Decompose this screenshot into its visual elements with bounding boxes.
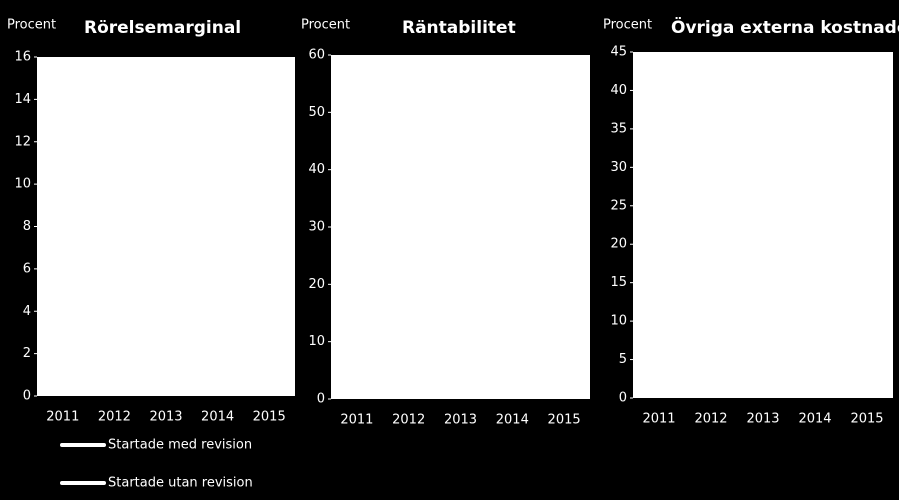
y-tick-label: 25 [610,198,627,213]
y-tick-label: 10 [308,334,325,349]
y-tick-label: 30 [610,160,627,175]
y-tick-label: 5 [619,352,627,367]
y-tick-label: 40 [308,162,325,177]
plot-area [633,52,893,398]
x-tick-label: 2011 [340,413,373,428]
y-tick-label: 15 [610,275,627,290]
plot-area [37,57,295,396]
y-tick-label: 20 [610,237,627,252]
x-tick-label: 2011 [642,412,675,427]
y-tick-label: 40 [610,83,627,98]
chart-title: Övriga externa kostnader [671,16,899,38]
y-tick-label: 0 [23,389,31,404]
y-tick-label: 14 [14,92,31,107]
chart-title: Rörelsemarginal [84,18,241,38]
x-tick-label: 2013 [444,413,477,428]
y-tick-label: 12 [14,134,31,149]
y-tick-label: 35 [610,121,627,136]
plot-area [331,55,590,399]
y-tick-label: 2 [23,346,31,361]
x-tick-label: 2015 [850,412,883,427]
x-tick-label: 2014 [201,410,234,425]
x-tick-label: 2013 [746,412,779,427]
x-tick-label: 2011 [46,410,79,425]
y-axis-label: Procent [7,18,56,33]
y-tick-label: 0 [317,392,325,407]
y-tick-label: 20 [308,277,325,292]
y-tick-label: 16 [14,50,31,65]
y-tick-label: 10 [14,177,31,192]
x-tick-label: 2013 [149,410,182,425]
x-tick-label: 2014 [798,412,831,427]
x-tick-label: 2012 [98,410,131,425]
y-tick-label: 30 [308,220,325,235]
y-tick-label: 50 [308,105,325,120]
y-tick-label: 45 [610,45,627,60]
y-axis-label: Procent [301,18,350,33]
x-tick-label: 2014 [496,413,529,428]
y-tick-label: 6 [23,261,31,276]
y-tick-label: 60 [308,48,325,63]
y-tick-label: 4 [23,304,31,319]
legend-label: Startade med revision [108,438,252,453]
y-axis-label: Procent [603,18,652,33]
x-tick-label: 2012 [694,412,727,427]
x-tick-label: 2015 [253,410,286,425]
y-tick-label: 10 [610,314,627,329]
x-tick-label: 2012 [392,413,425,428]
y-tick-label: 0 [619,391,627,406]
x-tick-label: 2015 [548,413,581,428]
legend-label: Startade utan revision [108,476,253,491]
chart-title: Räntabilitet [402,18,516,38]
y-tick-label: 8 [23,219,31,234]
